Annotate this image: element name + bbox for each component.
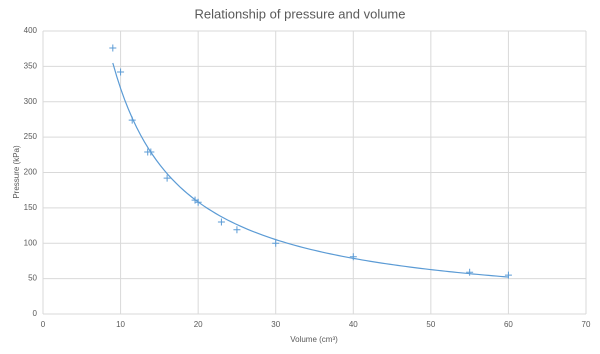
- chart-title: Relationship of pressure and volume: [194, 6, 405, 21]
- point: [349, 253, 357, 261]
- y-tick-label: 50: [28, 274, 37, 283]
- point: [128, 116, 136, 124]
- point: [272, 239, 280, 247]
- point: [504, 271, 512, 279]
- x-tick-label: 10: [116, 320, 125, 329]
- x-tick-label: 20: [194, 320, 203, 329]
- x-tick-label: 70: [582, 320, 591, 329]
- y-axis-title: Pressure (kPa): [12, 145, 21, 199]
- x-tick-label: 40: [349, 320, 358, 329]
- point: [466, 268, 474, 276]
- y-tick-label: 200: [24, 168, 38, 177]
- point: [194, 198, 202, 206]
- point: [217, 218, 225, 226]
- y-tick-label: 150: [24, 203, 38, 212]
- y-tick-label: 0: [33, 309, 38, 318]
- x-axis-title: Volume (cm³): [290, 335, 338, 344]
- point: [163, 174, 171, 182]
- x-tick-label: 60: [504, 320, 513, 329]
- y-tick-label: 350: [24, 61, 38, 70]
- y-tick-label: 300: [24, 97, 38, 106]
- point: [109, 44, 117, 52]
- y-tick-label: 400: [24, 26, 38, 35]
- x-tick-label: 50: [426, 320, 435, 329]
- x-tick-label: 30: [271, 320, 280, 329]
- y-tick-label: 100: [24, 238, 38, 247]
- x-tick-label: 0: [41, 320, 46, 329]
- trendline: [112, 62, 509, 278]
- y-tick-label: 250: [24, 132, 38, 141]
- point: [147, 148, 155, 156]
- point: [117, 68, 125, 76]
- point: [233, 226, 241, 234]
